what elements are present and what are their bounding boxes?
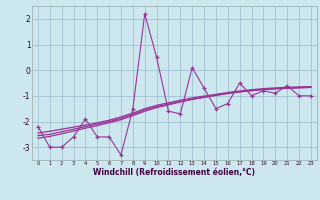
X-axis label: Windchill (Refroidissement éolien,°C): Windchill (Refroidissement éolien,°C) <box>93 168 255 177</box>
